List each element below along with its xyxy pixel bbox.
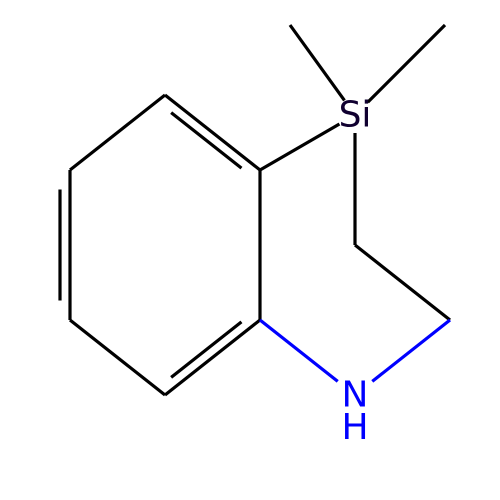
bond bbox=[372, 320, 450, 381]
bond bbox=[290, 25, 344, 100]
bond bbox=[171, 113, 241, 169]
bond bbox=[165, 95, 260, 170]
atom-sub-label: H bbox=[341, 407, 368, 448]
bond bbox=[165, 320, 260, 395]
bond bbox=[260, 124, 339, 170]
atom-n: NH bbox=[341, 375, 368, 448]
atom-si: Si bbox=[339, 95, 372, 136]
bond bbox=[368, 25, 445, 102]
bond bbox=[355, 245, 450, 320]
bond bbox=[171, 322, 241, 378]
bond bbox=[260, 320, 338, 381]
bond bbox=[70, 320, 165, 395]
bond bbox=[70, 95, 165, 170]
chemical-structure-svg: Si NH bbox=[0, 0, 500, 500]
atom-label: Si bbox=[339, 95, 372, 136]
